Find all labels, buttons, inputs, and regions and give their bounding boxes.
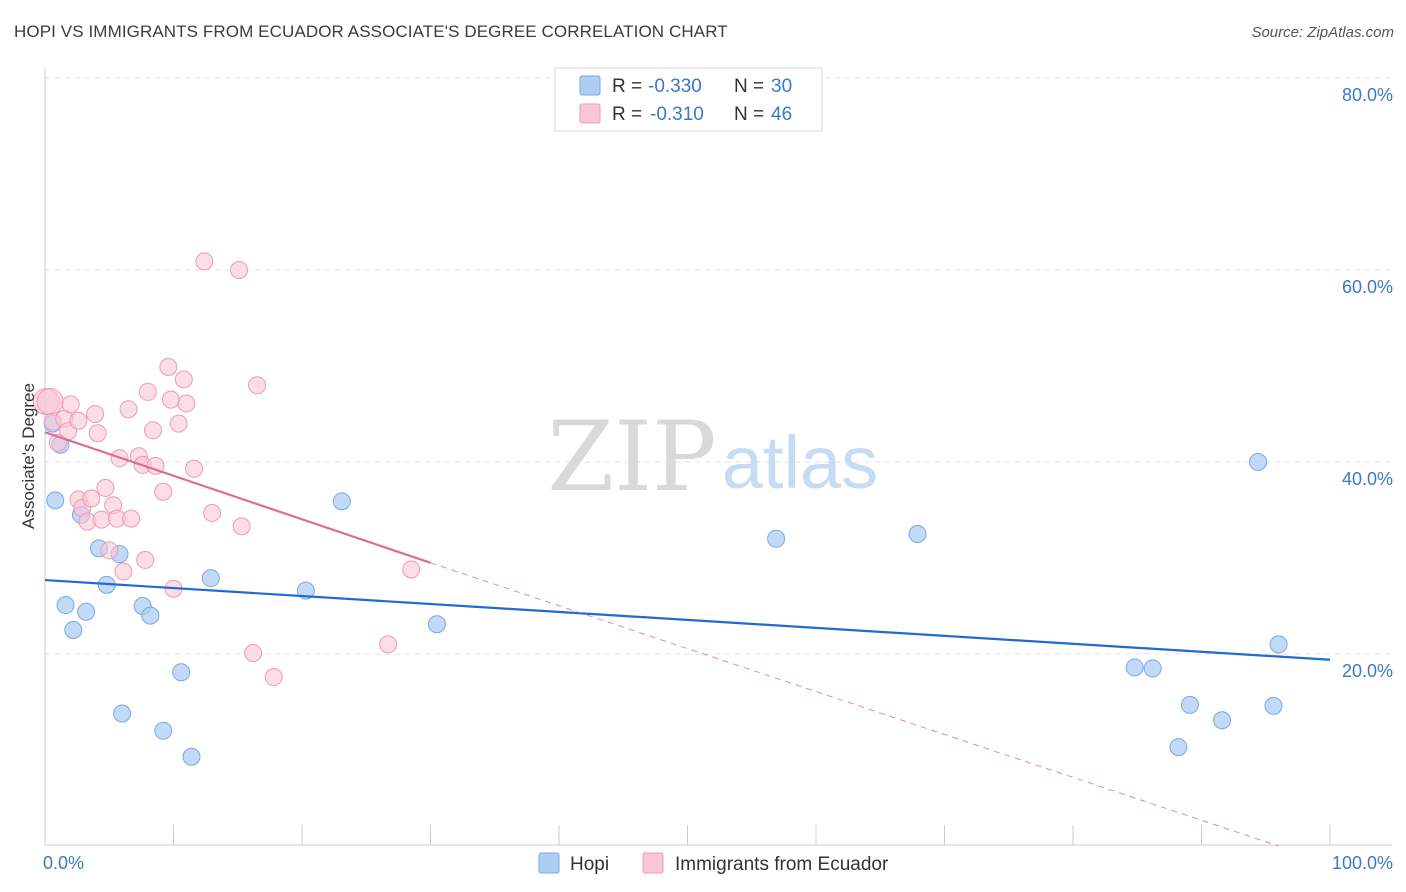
- legend-ecuador-swatch: [579, 103, 601, 124]
- series-legend: Hopi Immigrants from Ecuador: [538, 852, 889, 875]
- watermark-zip: ZIP: [547, 401, 716, 513]
- hopi-point-15: [182, 747, 201, 766]
- legend-hopi-r-value: -0.330: [648, 76, 702, 97]
- hopi-point-21: [908, 525, 927, 543]
- hopi-point-29: [1269, 635, 1288, 654]
- y-tick-labels: 20.0% 40.0% 60.0% 80.0%: [1342, 85, 1393, 681]
- hopi-point-19: [427, 615, 446, 634]
- hopi-point-14: [172, 663, 191, 682]
- ecuador-trend-extension: [430, 562, 1279, 847]
- y-tick-label-80: 80.0%: [1342, 85, 1393, 105]
- x-tick-label-max: 100.0%: [1332, 853, 1393, 873]
- ecuador-point-27: [143, 421, 162, 440]
- x-tick-label-min: 0.0%: [43, 853, 84, 873]
- ecuador-point-16: [100, 541, 119, 560]
- ecuador-point-42: [248, 376, 267, 395]
- ecuador-point-6: [61, 395, 80, 414]
- ecuador-point-29: [154, 482, 173, 501]
- ecuador-point-7: [69, 411, 88, 430]
- hopi-point-1: [46, 491, 65, 510]
- ecuador-point-43: [264, 668, 283, 687]
- ecuador-point-22: [122, 509, 141, 528]
- ecuador-point-33: [169, 414, 188, 433]
- source-label: Source: ZipAtlas.com: [1251, 24, 1394, 41]
- hopi-point-20: [767, 529, 786, 548]
- trend-lines: [44, 431, 1331, 847]
- ecuador-point-39: [230, 261, 249, 279]
- hopi-point-24: [1169, 738, 1188, 757]
- bottom-legend-ecuador-label: Immigrants from Ecuador: [675, 854, 889, 875]
- legend-ecuador-n-value: 46: [771, 104, 792, 125]
- y-tick-label-60: 60.0%: [1342, 277, 1393, 297]
- hopi-point-6: [77, 602, 96, 621]
- y-tick-label-40: 40.0%: [1342, 469, 1393, 489]
- hopi-point-18: [332, 492, 351, 511]
- hopi-point-28: [1264, 696, 1283, 715]
- hopi-point-12: [141, 606, 160, 625]
- y-tick-label-20: 20.0%: [1342, 661, 1393, 681]
- y-axis-label: Associate's Degree: [19, 383, 38, 529]
- hopi-point-10: [113, 704, 132, 723]
- ecuador-point-40: [232, 517, 251, 536]
- ecuador-point-11: [82, 489, 101, 508]
- ecuador-point-25: [136, 550, 155, 569]
- watermark-atlas: atlas: [722, 421, 878, 504]
- ecuador-point-35: [177, 394, 196, 413]
- legend-hopi-n-value: 30: [771, 76, 792, 97]
- hopi-point-3: [56, 596, 75, 615]
- ecuador-trend-line: [44, 431, 431, 564]
- ecuador-point-1: [36, 388, 64, 416]
- ecuador-point-37: [195, 252, 214, 271]
- chart-title: HOPI VS IMMIGRANTS FROM ECUADOR ASSOCIAT…: [14, 22, 728, 41]
- watermark: ZIP atlas: [547, 401, 878, 513]
- hopi-point-22: [1125, 658, 1144, 677]
- hopi-point-27: [1249, 453, 1268, 471]
- hopi-trend-line: [44, 578, 1331, 661]
- ecuador-point-15: [96, 478, 115, 497]
- hopi-point-4: [64, 621, 83, 639]
- hopi-point-23: [1143, 659, 1162, 678]
- ecuador-point-13: [88, 424, 107, 443]
- hopi-point-26: [1213, 711, 1232, 730]
- ecuador-point-41: [244, 644, 263, 663]
- ecuador-point-36: [185, 459, 204, 478]
- legend-hopi-swatch: [579, 75, 601, 96]
- ecuador-point-34: [174, 370, 193, 389]
- ecuador-point-21: [119, 400, 138, 419]
- ecuador-point-45: [402, 560, 421, 579]
- ecuador-point-31: [161, 390, 180, 409]
- x-tick-labels: 0.0% 100.0%: [43, 853, 1393, 873]
- series-ecuador-points: [32, 252, 421, 687]
- bottom-legend-ecuador-swatch: [642, 852, 664, 874]
- ecuador-point-26: [138, 382, 157, 401]
- hopi-point-13: [154, 721, 173, 740]
- axes: [44, 68, 1392, 846]
- legend-ecuador-r-value: -0.310: [650, 104, 704, 125]
- ecuador-point-20: [114, 562, 133, 581]
- hopi-point-16: [201, 569, 220, 588]
- ecuador-point-44: [379, 635, 398, 654]
- legend-ecuador-n-label: N =: [734, 104, 764, 125]
- legend-hopi-r-label: R =: [612, 76, 642, 97]
- legend-hopi-n-label: N =: [734, 76, 764, 97]
- legend-ecuador-r-label: R =: [612, 104, 642, 125]
- ecuador-point-12: [86, 405, 105, 423]
- bottom-legend-hopi-label: Hopi: [570, 854, 609, 875]
- ecuador-point-38: [203, 503, 222, 522]
- ecuador-point-30: [159, 357, 178, 376]
- stats-legend: R = -0.330 N = 30 R = -0.310 N = 46: [554, 67, 823, 132]
- gridlines: [45, 77, 1392, 655]
- ecuador-point-14: [92, 510, 111, 529]
- bottom-legend-hopi-swatch: [538, 852, 560, 874]
- hopi-point-25: [1180, 695, 1199, 714]
